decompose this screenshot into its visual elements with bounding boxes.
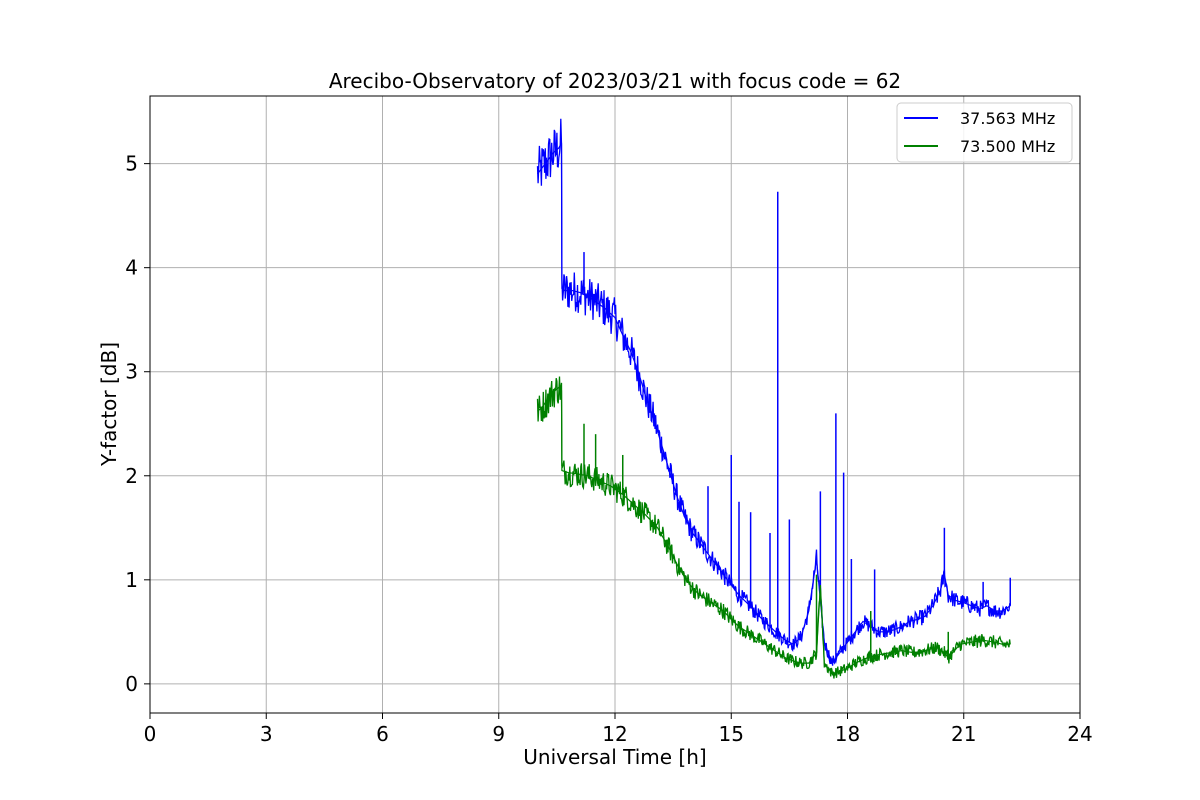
y-tick-label: 5 — [125, 152, 138, 176]
x-axis-ticks: 0 3 6 9 12 15 18 21 24 — [144, 713, 1093, 746]
legend: 37.563 MHz 73.500 MHz — [896, 102, 1073, 163]
series-group — [536, 118, 1011, 679]
x-tick-label: 21 — [951, 722, 976, 746]
y-axis-ticks: 0 1 2 3 4 5 — [125, 152, 150, 696]
x-tick-label: 18 — [835, 722, 860, 746]
x-tick-label: 3 — [260, 722, 273, 746]
x-tick-label: 15 — [719, 722, 744, 746]
y-tick-label: 2 — [125, 464, 138, 488]
plot-area — [536, 118, 1011, 679]
y-tick-label: 4 — [125, 256, 138, 280]
x-tick-label: 6 — [376, 722, 389, 746]
legend-label-37mhz: 37.563 MHz — [960, 109, 1055, 128]
x-tick-label: 0 — [144, 722, 157, 746]
x-tick-label: 12 — [602, 722, 627, 746]
legend-label-73mhz: 73.500 MHz — [960, 137, 1055, 156]
y-tick-label: 0 — [125, 672, 138, 696]
x-tick-label: 9 — [492, 722, 505, 746]
series-noise-1 — [536, 376, 1011, 679]
y-tick-label: 1 — [125, 568, 138, 592]
y-axis-label: Y-factor [dB] — [97, 342, 121, 467]
x-tick-label: 24 — [1067, 722, 1092, 746]
y-tick-label: 3 — [125, 360, 138, 384]
chart-title: Arecibo-Observatory of 2023/03/21 with f… — [329, 69, 901, 93]
x-axis-label: Universal Time [h] — [523, 745, 706, 769]
series-noise-0 — [536, 118, 1011, 666]
legend-box — [896, 102, 1073, 163]
